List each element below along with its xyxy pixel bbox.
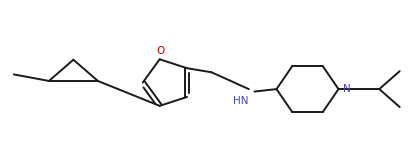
Text: O: O [156,46,165,56]
Text: HN: HN [233,96,248,106]
Text: N: N [343,84,350,94]
